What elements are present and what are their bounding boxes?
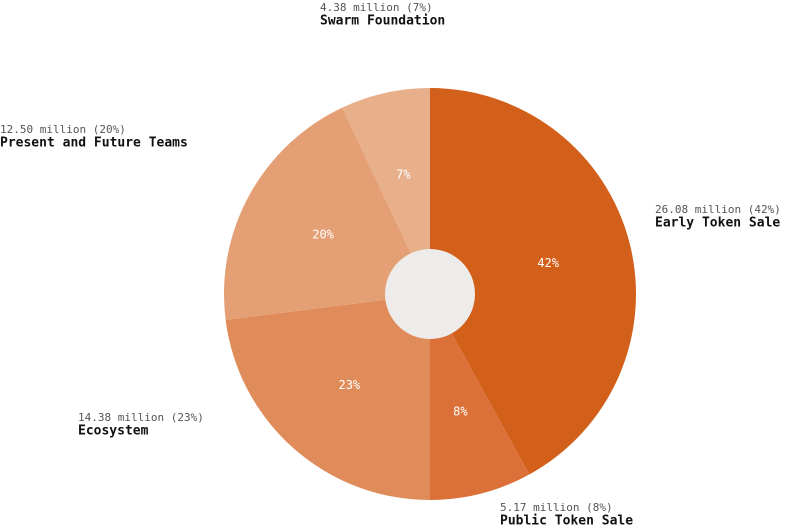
slice-label: 23%	[338, 378, 360, 392]
category-label: Ecosystem	[78, 424, 149, 439]
detail-label: 4.38 million (7%)	[320, 1, 433, 14]
category-label: Public Token Sale	[500, 514, 633, 528]
slice-label: 7%	[396, 167, 411, 181]
slice-label: 8%	[453, 405, 468, 419]
donut-hole	[385, 249, 475, 339]
category-label: Swarm Foundation	[320, 14, 445, 29]
slice-label: 42%	[537, 256, 559, 270]
category-label: Present and Future Teams	[0, 136, 188, 151]
detail-label: 12.50 million (20%)	[0, 123, 126, 136]
detail-label: 14.38 million (23%)	[78, 411, 204, 424]
pie-slice	[430, 88, 636, 475]
pie-slice	[225, 294, 430, 500]
pie-slice	[430, 294, 530, 500]
pie-slice	[342, 88, 430, 294]
pie-slice	[223, 107, 430, 320]
slice-label: 20%	[312, 228, 334, 242]
category-label: Early Token Sale	[655, 216, 780, 231]
detail-label: 5.17 million (8%)	[500, 501, 613, 514]
detail-label: 26.08 million (42%)	[655, 203, 781, 216]
